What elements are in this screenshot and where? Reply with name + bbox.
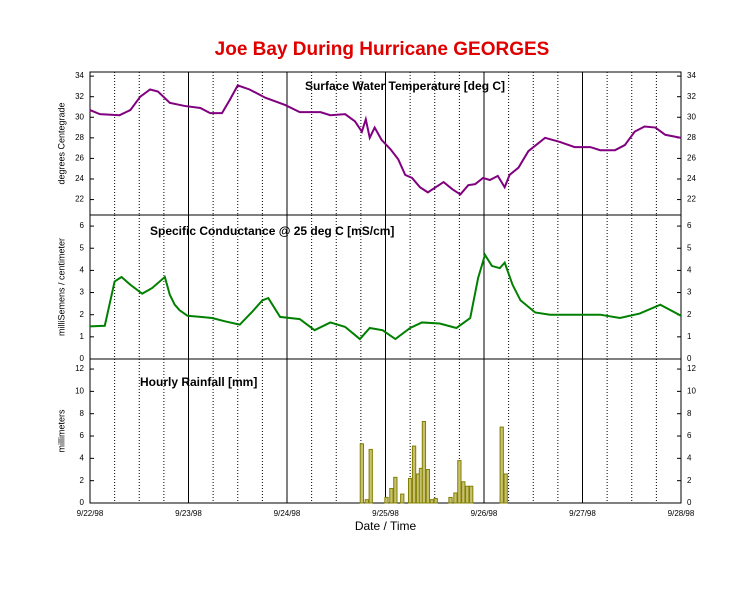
bar [393, 476, 398, 504]
bar [411, 445, 417, 504]
bar [457, 460, 462, 504]
bar [384, 496, 389, 504]
y-tick-label: 2 [687, 476, 692, 485]
y-tick-label: 1 [687, 332, 692, 341]
y-tick-label: 34 [75, 71, 84, 80]
y-tick-label: 2 [80, 310, 85, 319]
bar [499, 426, 504, 504]
y-axis-label: millimeters [56, 409, 66, 453]
y-tick-label: 22 [687, 195, 696, 204]
y-axis-label: degrees Centegrade [56, 102, 66, 184]
y-tick-label: 4 [687, 265, 692, 274]
y-tick-label: 0 [687, 354, 692, 363]
bar [429, 499, 434, 504]
panel-title: Specific Conductance @ 25 deg C [mS/cm] [150, 224, 394, 238]
x-tick-label: 9/22/98 [77, 509, 104, 518]
panel-title: Hourly Rainfall [mm] [140, 375, 257, 389]
y-tick-label: 22 [75, 195, 84, 204]
x-tick-label: 9/28/98 [668, 509, 695, 518]
x-tick-label: 9/23/98 [175, 509, 202, 518]
x-tick-label: 9/27/98 [569, 509, 596, 518]
y-tick-label: 12 [75, 364, 84, 373]
bar [368, 448, 373, 504]
x-tick-label: 9/25/98 [372, 509, 399, 518]
y-tick-label: 6 [80, 221, 85, 230]
bar [461, 481, 466, 504]
y-tick-label: 4 [80, 453, 85, 462]
y-tick-label: 28 [687, 133, 696, 142]
y-tick-label: 10 [687, 386, 696, 395]
y-tick-label: 30 [75, 112, 84, 121]
bar [400, 493, 405, 504]
y-tick-label: 1 [80, 332, 85, 341]
x-tick-label: 9/24/98 [274, 509, 301, 518]
bar [503, 473, 508, 504]
panel-title: Surface Water Temperature [deg C] [305, 79, 505, 93]
y-tick-label: 3 [80, 288, 85, 297]
y-tick-label: 30 [687, 112, 696, 121]
y-tick-label: 34 [687, 71, 696, 80]
y-tick-label: 5 [687, 243, 692, 252]
y-tick-label: 6 [687, 221, 692, 230]
y-tick-label: 4 [687, 453, 692, 462]
y-tick-label: 0 [687, 498, 692, 507]
data-line [89, 84, 682, 196]
x-axis-label: Date / Time [355, 519, 417, 533]
bar [407, 477, 413, 504]
y-tick-label: 4 [80, 265, 85, 274]
y-tick-label: 8 [80, 409, 85, 418]
bar [453, 492, 458, 504]
y-tick-label: 10 [75, 386, 84, 395]
y-tick-label: 24 [75, 174, 84, 183]
y-tick-label: 6 [80, 431, 85, 440]
y-tick-label: 32 [687, 92, 696, 101]
y-tick-label: 28 [75, 133, 84, 142]
y-axis-label: milliSemens / centimeter [56, 238, 66, 336]
bar [465, 485, 470, 504]
x-tick-label: 9/26/98 [471, 509, 498, 518]
y-tick-label: 8 [687, 409, 692, 418]
bar [425, 469, 430, 504]
bar [364, 499, 369, 504]
bar [389, 487, 394, 504]
data-line [89, 252, 682, 341]
bar [421, 421, 427, 504]
bar [469, 485, 474, 504]
y-tick-label: 12 [687, 364, 696, 373]
y-tick-label: 6 [687, 431, 692, 440]
bar [433, 498, 438, 504]
y-tick-label: 3 [687, 288, 692, 297]
y-tick-label: 0 [80, 498, 85, 507]
y-tick-label: 24 [687, 174, 696, 183]
y-tick-label: 2 [80, 476, 85, 485]
bar [359, 443, 365, 504]
y-tick-label: 26 [75, 154, 84, 163]
y-tick-label: 26 [687, 154, 696, 163]
y-tick-label: 32 [75, 92, 84, 101]
bar [448, 496, 453, 504]
y-tick-label: 0 [80, 354, 85, 363]
chart-title: Joe Bay During Hurricane GEORGES [215, 39, 550, 60]
y-tick-label: 2 [687, 310, 692, 319]
y-tick-label: 5 [80, 243, 85, 252]
